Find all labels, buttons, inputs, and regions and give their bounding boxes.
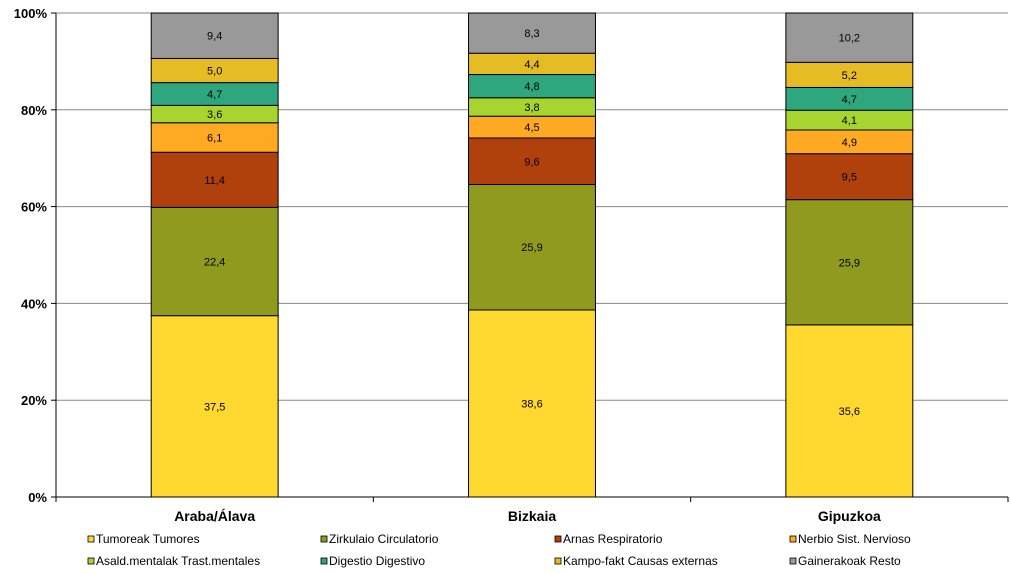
legend-entry: Arnas Respiratorio [563, 532, 663, 546]
legend-entry: Gainerakoak Resto [798, 554, 901, 568]
y-tick-label: 20% [21, 393, 47, 408]
data-label: 38,6 [521, 398, 542, 410]
data-label: 3,6 [207, 109, 222, 121]
data-label: 10,2 [839, 33, 860, 45]
x-category-label: Bizkaia [508, 508, 556, 524]
data-label: 9,4 [207, 31, 222, 43]
legend-swatch [554, 557, 562, 565]
bar-segment [785, 199, 914, 326]
data-label: 4,9 [842, 137, 857, 149]
data-label: 8,3 [524, 28, 539, 40]
legend-swatch [87, 557, 95, 565]
bar-segment [468, 309, 596, 498]
data-label: 6,1 [207, 133, 222, 145]
data-label: 5,0 [207, 66, 222, 78]
data-label: 11,4 [204, 175, 225, 187]
legend-entry: Asald.mentalak Trast.mentales [96, 554, 260, 568]
bar-segment [785, 12, 914, 63]
legend-entry: Nerbio Sist. Nervioso [798, 532, 911, 546]
legend-swatch [789, 557, 797, 565]
bar-segment [785, 61, 914, 88]
data-label: 25,9 [521, 242, 542, 254]
data-label: 35,6 [839, 406, 860, 418]
legend-swatch [87, 535, 95, 543]
y-tick-label: 60% [21, 200, 47, 215]
bar-segment [468, 137, 596, 186]
axes [55, 13, 1009, 502]
data-label: 4,8 [524, 81, 539, 93]
data-label: 9,6 [524, 156, 539, 168]
bar-segment [785, 153, 914, 201]
x-category-label: Gipuzkoa [818, 508, 881, 524]
data-label: 3,8 [524, 102, 539, 114]
bar-segment [150, 206, 279, 317]
y-axis-ticks: 0% 20% 40% 60% 80% 100% [14, 6, 56, 505]
y-tick-label: 100% [14, 6, 48, 21]
bar-segment [150, 12, 279, 59]
data-label: 4,1 [842, 115, 857, 127]
legend-swatch [554, 535, 562, 543]
x-axis-categories: Araba/Álava Bizkaia Gipuzkoa [174, 508, 881, 524]
bar-segment [150, 57, 279, 84]
y-tick-label: 80% [21, 103, 47, 118]
data-label: 4,4 [524, 59, 539, 71]
legend-entry: Kampo-fakt Causas externas [563, 554, 718, 568]
data-label: 5,2 [842, 70, 857, 82]
data-label: 4,5 [524, 122, 539, 134]
data-label: 4,7 [842, 94, 857, 106]
bar-segment [785, 324, 914, 498]
legend-swatch [320, 535, 328, 543]
legend-swatch [320, 557, 328, 565]
bar-segment [468, 12, 596, 54]
data-label: 25,9 [839, 257, 860, 269]
y-tick-label: 40% [21, 296, 47, 311]
legend-entry: Zirkulaio Circulatorio [329, 532, 439, 546]
legend-entry: Tumoreak Tumores [96, 532, 200, 546]
y-tick-label: 0% [28, 490, 47, 505]
x-category-label: Araba/Álava [174, 508, 255, 524]
legend: Tumoreak Tumores Zirkulaio Circulatorio Ar… [87, 532, 911, 568]
bar-segment [150, 315, 279, 498]
bars: 37,5 22,4 11,4 6,1 3,6 4,7 5,0 9,4 38,6 25,9 9,6 4,… [150, 12, 914, 498]
data-label: 37,5 [204, 401, 225, 413]
legend-swatch [789, 535, 797, 543]
data-label: 4,7 [207, 89, 222, 101]
bar-segment [468, 184, 596, 311]
legend-entry: Digestio Digestivo [329, 554, 425, 568]
data-label: 9,5 [842, 172, 857, 184]
data-label: 22,4 [204, 257, 225, 269]
